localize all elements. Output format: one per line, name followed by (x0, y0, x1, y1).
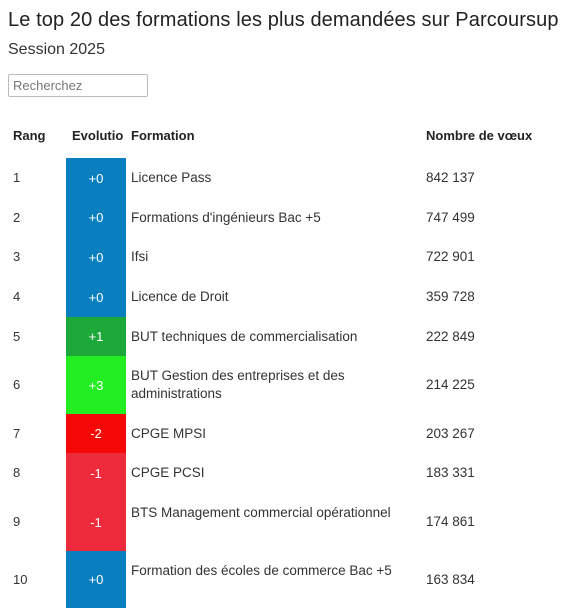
cell-rang: 5 (13, 328, 21, 344)
cell-evolution: +0 (66, 198, 126, 237)
page-title: Le top 20 des formations les plus demand… (8, 9, 559, 31)
table-row: 8 -1 CPGE PCSI 183 331 (0, 453, 588, 493)
cell-formation: CPGE PCSI (131, 465, 205, 480)
cell-nombre-de-voeux: 747 499 (426, 209, 475, 225)
column-header-evolution[interactable]: Evolutio (72, 128, 124, 143)
cell-rang: 10 (13, 571, 28, 587)
column-header-nombre-de-voeux[interactable]: Nombre de vœux (426, 128, 533, 143)
cell-nombre-de-voeux: 359 728 (426, 289, 475, 304)
cell-formation: BUT techniques de commercialisation (131, 328, 358, 344)
search-input[interactable] (8, 74, 148, 97)
cell-nombre-de-voeux: 163 834 (426, 571, 475, 587)
cell-rang: 9 (13, 514, 21, 529)
table-row: 4 +0 Licence de Droit 359 728 (0, 277, 588, 317)
table-row: 9 -1 BTS Management commercial opérationne… (0, 493, 588, 551)
cell-formation: BTS Management commercial opérationnel (131, 505, 391, 520)
table-row: 10 +0 Formation des écoles de commerce Bac… (0, 551, 588, 608)
cell-formation: Licence de Droit (131, 289, 229, 304)
cell-formation: Licence Pass (131, 170, 212, 185)
cell-evolution: +0 (66, 237, 126, 277)
cell-rang: 7 (13, 425, 21, 441)
cell-nombre-de-voeux: 842 137 (426, 170, 475, 185)
cell-evolution: +0 (66, 158, 126, 198)
cell-nombre-de-voeux: 183 331 (426, 465, 475, 480)
cell-evolution: +0 (66, 277, 126, 317)
cell-rang: 1 (13, 170, 21, 185)
cell-rang: 3 (13, 249, 21, 264)
cell-evolution: -1 (66, 453, 126, 493)
cell-formation: CPGE MPSI (131, 425, 207, 441)
cell-rang: 4 (13, 289, 21, 304)
cell-evolution: -1 (66, 493, 126, 551)
table-row: 7 -2 CPGE MPSI 203 267 (0, 414, 588, 453)
cell-nombre-de-voeux: 174 861 (426, 514, 475, 529)
cell-nombre-de-voeux: 203 267 (426, 425, 475, 441)
cell-evolution: +1 (66, 317, 126, 356)
column-header-rang[interactable]: Rang (13, 128, 46, 143)
cell-evolution: -2 (66, 414, 126, 453)
cell-nombre-de-voeux: 214 225 (426, 377, 475, 392)
cell-nombre-de-voeux: 222 849 (426, 328, 475, 344)
table-row: 2 +0 Formations d'ingénieurs Bac +5 747 499 (0, 198, 588, 237)
cell-formation: Ifsi (131, 249, 149, 264)
cell-evolution: +3 (66, 356, 126, 414)
page-subtitle: Session 2025 (8, 41, 105, 58)
cell-formation: BUT Gestion des entreprises et des admin… (131, 368, 345, 401)
cell-evolution: +0 (66, 551, 126, 608)
cell-formation: Formation des écoles de commerce Bac +5 (131, 562, 392, 578)
table-row: 5 +1 BUT techniques de commercialisation 22… (0, 317, 588, 356)
cell-nombre-de-voeux: 722 901 (426, 249, 475, 264)
cell-formation: Formations d'ingénieurs Bac +5 (131, 209, 321, 225)
table-row: 1 +0 Licence Pass 842 137 (0, 158, 588, 198)
cell-rang: 6 (13, 377, 21, 392)
cell-rang: 2 (13, 209, 21, 225)
cell-rang: 8 (13, 465, 21, 480)
column-header-formation[interactable]: Formation (131, 128, 195, 143)
table-row: 6 +3 BUT Gestion des entreprises et des ad… (0, 356, 588, 414)
table-row: 3 +0 Ifsi 722 901 (0, 237, 588, 277)
